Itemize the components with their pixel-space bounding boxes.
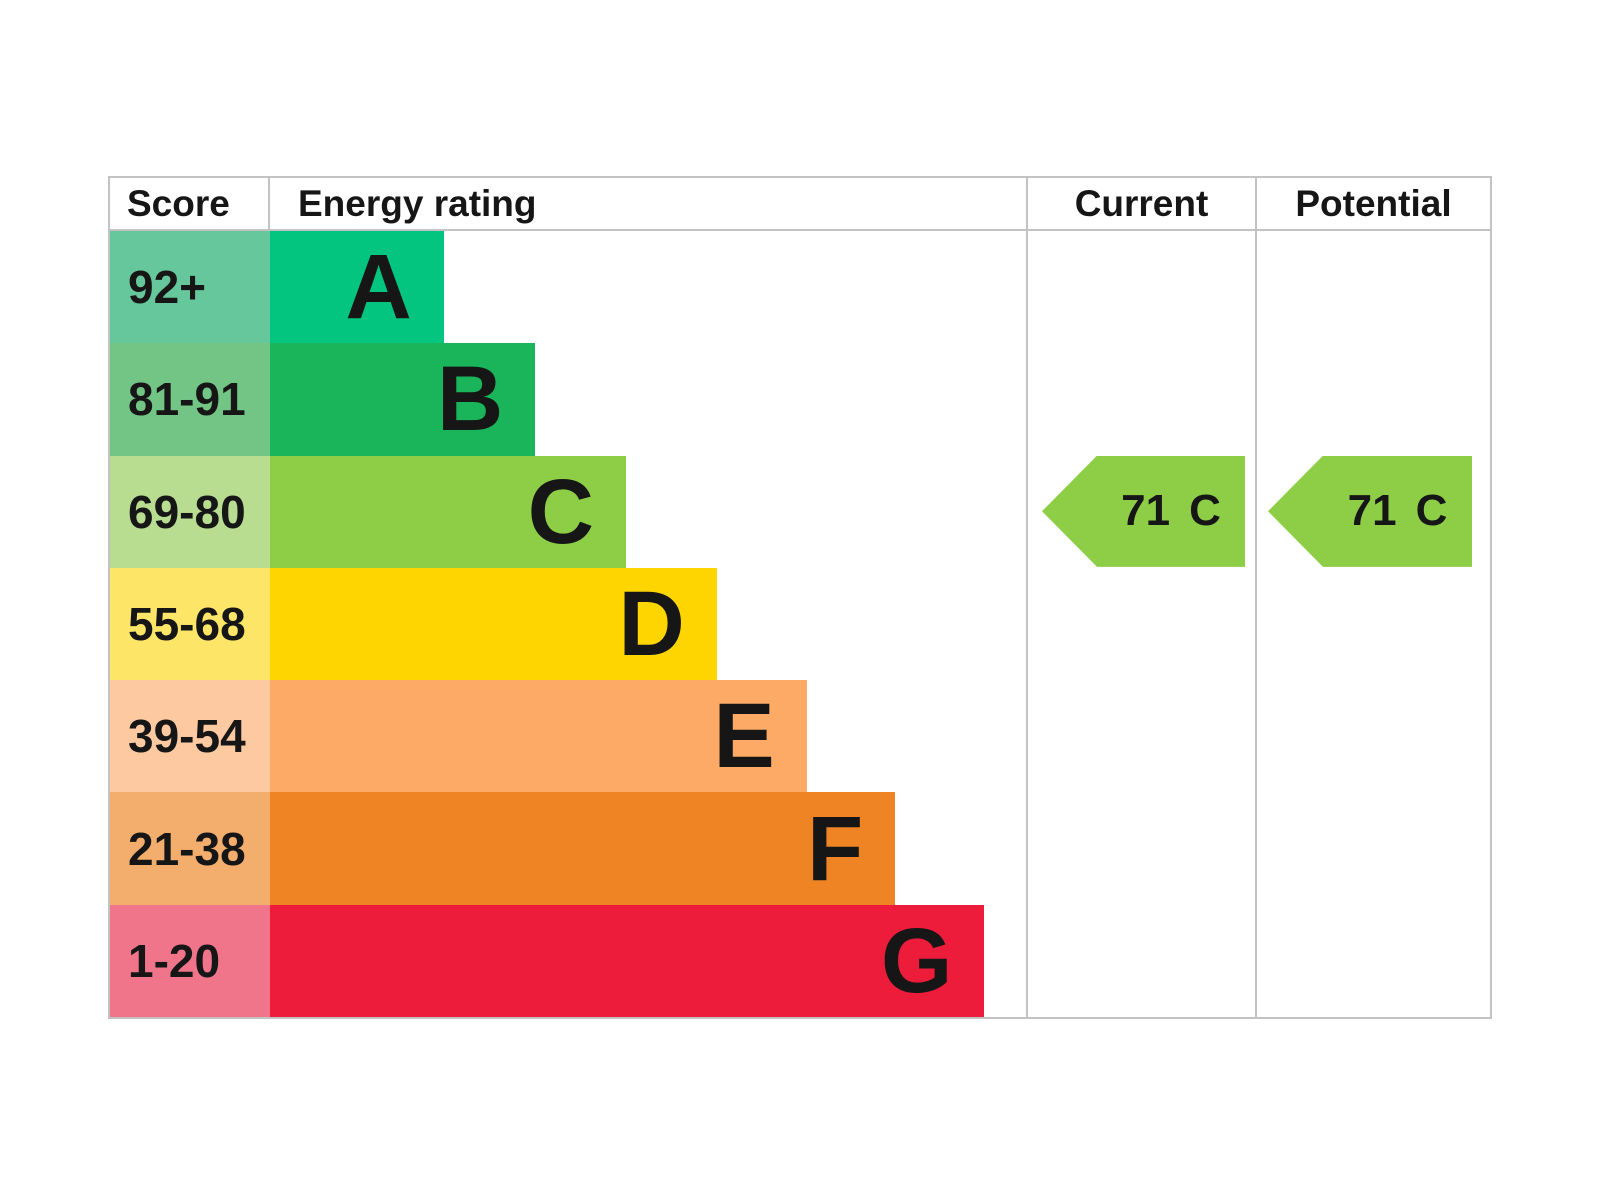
header-current-label: Current	[1074, 182, 1209, 224]
score-range-cell-a: 92+	[110, 231, 270, 344]
rating-letter: C	[527, 460, 595, 563]
energy-rating-cell: B	[270, 343, 1028, 456]
rating-bar-g: G	[270, 904, 985, 1018]
current-cell	[1028, 792, 1257, 905]
potential-cell	[1257, 680, 1490, 793]
score-range-cell-c: 69-80	[110, 455, 270, 568]
energy-rating-cell: D	[270, 567, 1028, 681]
score-range-cell-g: 1-20	[110, 904, 270, 1018]
current-cell	[1028, 680, 1257, 793]
score-range-label: 69-80	[128, 485, 246, 538]
rating-letter: G	[880, 909, 953, 1012]
rating-letter: A	[345, 236, 412, 339]
energy-rating-cell: E	[270, 680, 1028, 793]
score-range-cell-e: 39-54	[110, 680, 270, 793]
current-cell	[1028, 904, 1257, 1018]
rating-letter: E	[713, 685, 775, 788]
potential-cell	[1257, 343, 1490, 456]
energy-rating-cell: A	[270, 231, 1028, 344]
score-range-label: 81-91	[128, 373, 246, 426]
potential-cell: 71 C	[1257, 455, 1490, 568]
rating-arrow-text: 71 C	[1121, 489, 1221, 533]
potential-cell	[1257, 904, 1490, 1018]
rating-letter: F	[807, 797, 864, 900]
header-score-label: Score	[127, 182, 230, 224]
current-cell	[1028, 343, 1257, 456]
score-range-label: 92+	[128, 261, 207, 314]
current-cell	[1028, 231, 1257, 344]
rating-arrow-text: 71 C	[1348, 489, 1448, 533]
potential-cell	[1257, 567, 1490, 681]
score-range-label: 55-68	[128, 598, 246, 651]
rating-bar-d: D	[270, 567, 717, 681]
score-range-label: 1-20	[128, 934, 221, 987]
current-cell: 71 C	[1028, 455, 1257, 568]
header-score: Score	[110, 178, 270, 231]
header-energy-rating-label: Energy rating	[298, 182, 537, 224]
rating-bar-f: F	[270, 792, 896, 905]
header-potential: Potential	[1257, 178, 1490, 231]
rating-arrow-band: C	[1189, 486, 1221, 536]
score-range-label: 21-38	[128, 822, 246, 875]
potential-rating-arrow: 71 C	[1268, 455, 1472, 567]
epc-table: Score Energy rating Current Potential 92…	[108, 176, 1492, 1019]
header-potential-label: Potential	[1295, 182, 1452, 224]
header-energy-rating: Energy rating	[270, 178, 1028, 231]
rating-arrow-score: 71	[1121, 486, 1171, 536]
current-cell	[1028, 567, 1257, 681]
rating-letter: D	[618, 573, 685, 676]
rating-letter: B	[436, 348, 504, 451]
rating-arrow-score: 71	[1347, 486, 1397, 536]
score-range-label: 39-54	[128, 710, 246, 763]
score-range-cell-d: 55-68	[110, 567, 270, 681]
potential-cell	[1257, 231, 1490, 344]
rating-bar-e: E	[270, 680, 807, 793]
rating-bar-b: B	[270, 343, 536, 456]
energy-rating-cell: F	[270, 792, 1028, 905]
score-range-cell-f: 21-38	[110, 792, 270, 905]
energy-rating-cell: C	[270, 455, 1028, 568]
header-current: Current	[1028, 178, 1257, 231]
energy-rating-cell: G	[270, 904, 1028, 1018]
rating-arrow-band: C	[1415, 486, 1448, 536]
rating-bar-a: A	[270, 231, 444, 344]
potential-cell	[1257, 792, 1490, 905]
score-range-cell-b: 81-91	[110, 343, 270, 456]
current-rating-arrow: 71 C	[1042, 455, 1245, 567]
rating-bar-c: C	[270, 455, 627, 568]
